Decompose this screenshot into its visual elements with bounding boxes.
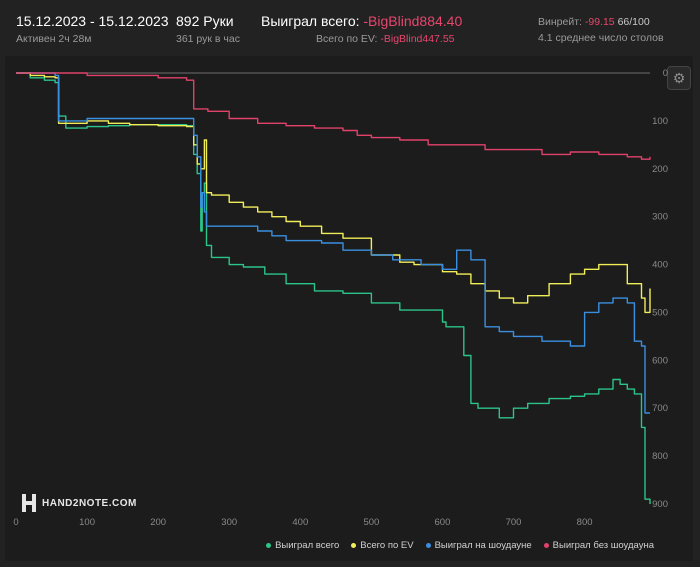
y-tick-label: 0 [663, 68, 668, 79]
logo-mark-icon [22, 494, 36, 512]
x-tick-label: 400 [292, 517, 308, 528]
series-line-1 [16, 72, 651, 314]
x-tick-label: 700 [506, 517, 522, 528]
won-total-label: Выиграл всего: [261, 13, 360, 29]
won-total-value: -BigBlind884.40 [363, 13, 463, 29]
legend-dot [425, 543, 431, 548]
y-tick-label: 200 [652, 164, 668, 175]
avg-tables: 4.1 среднее число столов [538, 32, 664, 44]
hand2note-logo: HAND2NOTE.COM [22, 493, 137, 513]
legend-item-3[interactable]: Выиграл без шоудауна [543, 540, 654, 551]
gear-icon[interactable]: ⚙ [667, 66, 691, 90]
y-tick-label: 300 [652, 212, 668, 223]
x-tick-label: 500 [363, 517, 379, 528]
ev-total-value: -BigBlind447.55 [380, 33, 455, 45]
y-tick-label: 400 [652, 260, 668, 271]
ev-total: Всего по EV: -BigBlind447.55 [316, 33, 455, 45]
series-line-3 [16, 72, 651, 160]
y-tick-label: 100 [652, 116, 668, 127]
legend-item-0[interactable]: Выиграл всего [266, 540, 339, 551]
active-time: Активен 2ч 28м [16, 33, 92, 45]
x-tick-label: 0 [13, 517, 18, 528]
x-tick-label: 200 [150, 517, 166, 528]
y-tick-label: 600 [652, 355, 668, 366]
winrate-label: Винрейт: [538, 16, 582, 28]
stats-header: 15.12.2023 - 15.12.2023 Активен 2ч 28м 8… [0, 0, 700, 56]
series-line-2 [16, 72, 650, 414]
logo-text: HAND2NOTE.COM [42, 497, 137, 509]
y-tick-label: 800 [652, 451, 668, 462]
legend-label: Выиграл всего [275, 540, 340, 551]
legend-dot [543, 543, 549, 548]
legend-label: Всего по EV [360, 540, 414, 551]
date-range: 15.12.2023 - 15.12.2023 [16, 13, 169, 29]
x-tick-label: 100 [79, 517, 95, 528]
winrate: Винрейт: -99.15 66/100 [538, 16, 650, 28]
winrate-suffix: 66/100 [617, 16, 650, 28]
legend-dot [351, 543, 357, 548]
x-tick-label: 600 [435, 517, 451, 528]
ev-total-label: Всего по EV: [316, 33, 378, 45]
won-total: Выиграл всего: -BigBlind884.40 [261, 13, 462, 29]
legend-item-2[interactable]: Выиграл на шоудауне [425, 540, 532, 551]
legend-label: Выиграл без шоудауна [552, 540, 654, 551]
chart-area [5, 56, 693, 561]
winrate-value: -99.15 [584, 16, 615, 28]
hands-per-hour: 361 рук в час [176, 33, 240, 45]
x-tick-label: 800 [577, 517, 593, 528]
x-tick-label: 300 [221, 517, 237, 528]
legend-item-1[interactable]: Всего по EV [351, 540, 414, 551]
y-tick-label: 500 [652, 307, 668, 318]
series-line-0 [16, 72, 651, 504]
y-tick-label: 700 [652, 403, 668, 414]
y-tick-label: 900 [652, 499, 668, 510]
hands-count: 892 Руки [176, 13, 234, 29]
chart-legend: Выиграл всего Всего по EV Выиграл на шоуда… [266, 540, 654, 551]
legend-label: Выиграл на шоудауне [434, 540, 532, 551]
legend-dot [266, 543, 272, 548]
